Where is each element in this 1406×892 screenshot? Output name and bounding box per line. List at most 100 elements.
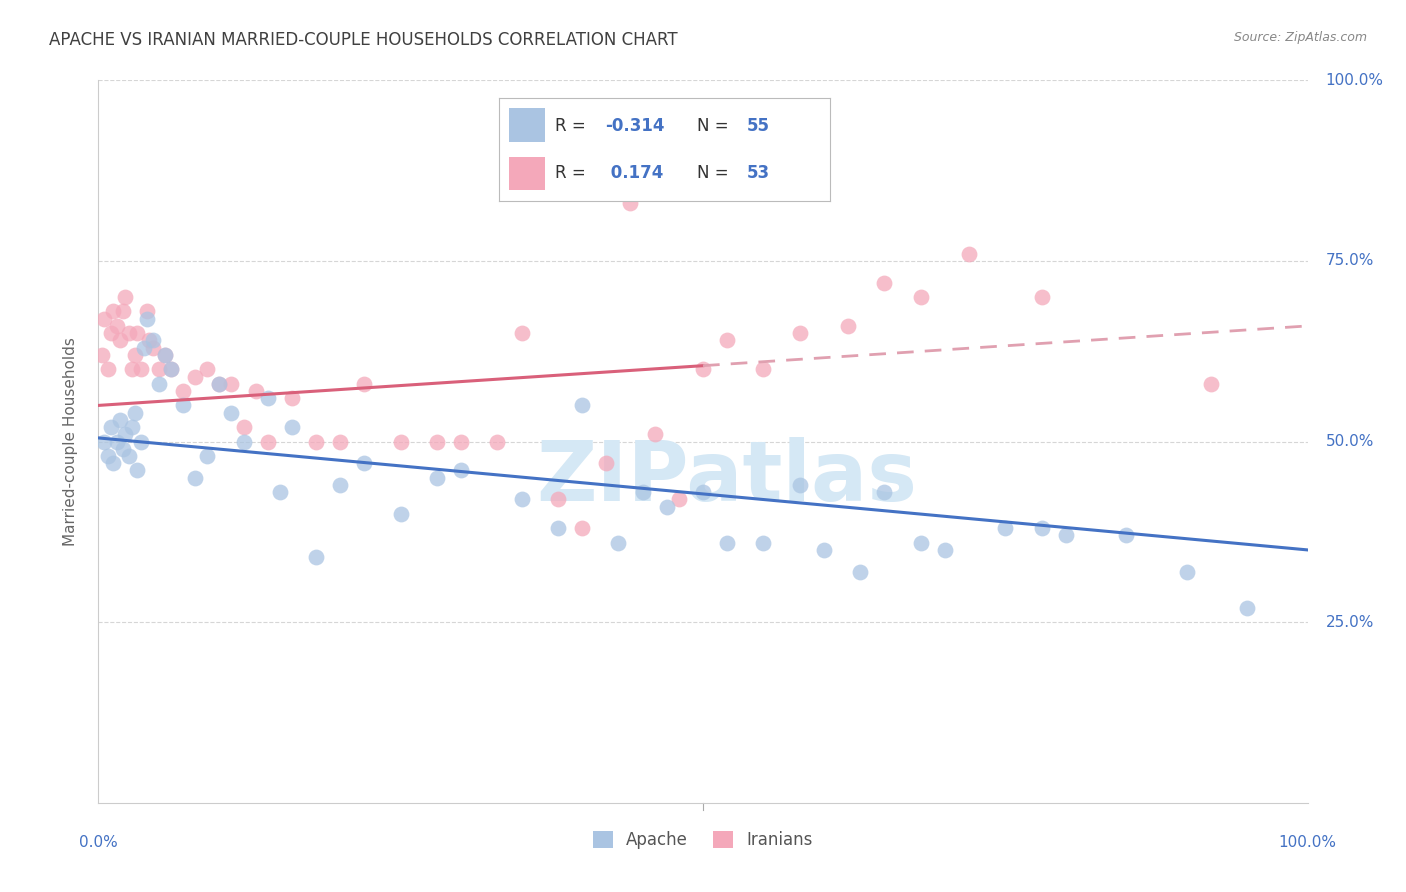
Point — [160, 362, 183, 376]
Point — [245, 384, 267, 398]
Point — [619, 196, 641, 211]
Point — [232, 420, 254, 434]
Point — [934, 542, 956, 557]
Point — [129, 434, 152, 449]
Point — [486, 434, 509, 449]
Point — [121, 420, 143, 434]
Bar — [509, 108, 546, 142]
Point — [172, 384, 194, 398]
Point — [100, 326, 122, 341]
Point — [450, 463, 472, 477]
Point — [114, 290, 136, 304]
Point — [208, 376, 231, 391]
Point — [148, 362, 170, 376]
Text: N =: N = — [697, 164, 734, 182]
Point — [172, 398, 194, 412]
Point — [994, 521, 1017, 535]
Point — [547, 521, 569, 535]
Point — [138, 334, 160, 348]
Point — [111, 304, 134, 318]
Point — [644, 427, 666, 442]
Point — [716, 334, 738, 348]
Point — [305, 434, 328, 449]
Point — [837, 318, 859, 333]
Point — [426, 434, 449, 449]
Point — [111, 442, 134, 456]
Point — [108, 334, 131, 348]
Point — [129, 362, 152, 376]
Point — [910, 290, 932, 304]
Point — [692, 485, 714, 500]
Point — [114, 427, 136, 442]
Point — [631, 485, 654, 500]
Point — [256, 434, 278, 449]
Point — [1199, 376, 1222, 391]
Point — [118, 326, 141, 341]
Point — [269, 485, 291, 500]
Text: 100.0%: 100.0% — [1278, 835, 1337, 850]
Point — [595, 456, 617, 470]
Point — [1031, 290, 1053, 304]
Point — [655, 500, 678, 514]
Text: APACHE VS IRANIAN MARRIED-COUPLE HOUSEHOLDS CORRELATION CHART: APACHE VS IRANIAN MARRIED-COUPLE HOUSEHO… — [49, 31, 678, 49]
Point — [221, 376, 243, 391]
Point — [101, 304, 124, 318]
Legend: Apache, Iranians: Apache, Iranians — [586, 824, 820, 856]
Point — [93, 434, 115, 449]
Point — [668, 492, 690, 507]
Text: R =: R = — [555, 164, 592, 182]
Point — [1054, 528, 1077, 542]
Point — [97, 449, 120, 463]
Text: 25.0%: 25.0% — [1326, 615, 1374, 630]
Point — [510, 492, 533, 507]
Point — [353, 456, 375, 470]
Point — [1115, 528, 1137, 542]
Bar — [509, 157, 546, 190]
Point — [142, 334, 165, 348]
Point — [789, 326, 811, 341]
Point — [160, 362, 183, 376]
Point — [127, 326, 149, 341]
Point — [100, 420, 122, 434]
Text: 53: 53 — [747, 164, 770, 182]
Point — [329, 478, 352, 492]
Point — [692, 362, 714, 376]
Point — [571, 521, 593, 535]
Point — [1031, 521, 1053, 535]
Point — [121, 362, 143, 376]
Point — [97, 362, 120, 376]
Point — [813, 542, 835, 557]
Point — [153, 348, 176, 362]
Point — [118, 449, 141, 463]
Point — [389, 507, 412, 521]
Point — [305, 550, 328, 565]
Point — [547, 492, 569, 507]
Point — [91, 348, 114, 362]
Point — [127, 463, 149, 477]
Text: 100.0%: 100.0% — [1326, 73, 1384, 87]
Point — [105, 318, 128, 333]
Point — [329, 434, 352, 449]
Text: 0.174: 0.174 — [605, 164, 664, 182]
Point — [195, 449, 218, 463]
Text: 75.0%: 75.0% — [1326, 253, 1374, 268]
Point — [1175, 565, 1198, 579]
Point — [221, 406, 243, 420]
Point — [105, 434, 128, 449]
Point — [256, 391, 278, 405]
Point — [910, 535, 932, 549]
Point — [607, 535, 630, 549]
Point — [571, 398, 593, 412]
Point — [426, 471, 449, 485]
Point — [510, 326, 533, 341]
Point — [153, 348, 176, 362]
Point — [353, 376, 375, 391]
Point — [195, 362, 218, 376]
Point — [789, 478, 811, 492]
Point — [135, 311, 157, 326]
Text: R =: R = — [555, 117, 592, 135]
Point — [957, 246, 980, 260]
Point — [232, 434, 254, 449]
Point — [134, 341, 156, 355]
Point — [184, 369, 207, 384]
